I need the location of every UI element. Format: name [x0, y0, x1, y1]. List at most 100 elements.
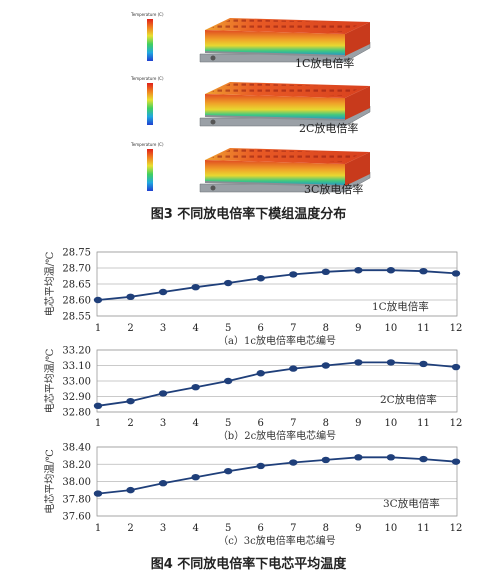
- x-tick-label: 3: [160, 523, 166, 534]
- series-label: 2C放电倍率: [380, 393, 437, 406]
- y-axis-title: 电芯平均温/℃: [43, 252, 56, 317]
- module-panel-1c: Temperature (C): [130, 12, 371, 63]
- data-point: [256, 370, 265, 377]
- y-tick-label: 28.65: [62, 280, 91, 291]
- data-point: [419, 268, 428, 275]
- data-point: [93, 402, 103, 409]
- x-tick-label: 8: [323, 523, 329, 534]
- data-point: [451, 363, 461, 371]
- data-point: [386, 267, 396, 274]
- x-tick-label: 9: [355, 418, 361, 429]
- x-tick-label: 2: [127, 323, 133, 334]
- x-tick-label: 6: [258, 418, 264, 429]
- module-panel-2c: Temperature (C): [130, 76, 371, 127]
- module-panel-3c: Temperature (C): [130, 142, 371, 193]
- data-point: [354, 267, 363, 274]
- rate-label-1c: 1C放电倍率: [295, 56, 354, 70]
- rate-label-2c: 2C放电倍率: [299, 121, 358, 135]
- color-scale-bar: [147, 83, 153, 125]
- x-tick-label: 12: [450, 523, 463, 534]
- data-point: [354, 359, 363, 366]
- x-tick-label: 1: [95, 323, 101, 334]
- data-point: [321, 362, 331, 369]
- y-tick-label: 32.90: [62, 392, 91, 403]
- y-tick-label: 32.80: [62, 408, 91, 419]
- data-point: [451, 458, 461, 465]
- x-tick-label: 5: [225, 523, 231, 534]
- x-tick-label: 6: [258, 523, 264, 534]
- module-trim: [204, 51, 346, 57]
- color-scale-bar: [147, 19, 153, 61]
- x-tick-label: 5: [225, 418, 231, 429]
- data-point: [223, 377, 233, 385]
- data-point: [126, 397, 135, 405]
- mount-hole: [210, 185, 216, 191]
- y-tick-label: 28.70: [62, 264, 91, 275]
- x-tick-label: 2: [127, 523, 133, 534]
- module-side-face: [345, 22, 370, 56]
- x-tick-label: 4: [192, 418, 198, 429]
- x-tick-label: 7: [290, 323, 296, 334]
- chart-subcaption: （c）3c放电倍率电芯编号: [218, 534, 336, 547]
- plot-frame: [96, 349, 458, 413]
- figure3-caption: 图3 不同放电倍率下模组温度分布: [150, 207, 347, 222]
- data-point: [451, 270, 461, 277]
- module-top-vents: [211, 149, 363, 162]
- y-tick-label: 28.55: [62, 312, 91, 323]
- data-point: [289, 271, 298, 278]
- y-tick-label: 38.40: [62, 443, 91, 454]
- x-tick-label: 2: [127, 418, 133, 429]
- x-tick-label: 7: [290, 418, 296, 429]
- y-axis-title: 电芯平均温/℃: [43, 449, 56, 514]
- x-tick-label: 12: [450, 418, 463, 429]
- x-tick-label: 5: [225, 323, 231, 334]
- x-tick-label: 8: [323, 323, 329, 334]
- y-tick-label: 38.20: [62, 460, 91, 471]
- legend-title: Temperature (C): [130, 76, 164, 81]
- chart-subcaption: （a）1c放电倍率电芯编号: [218, 334, 336, 347]
- figure3-module-renders: Temperature (C) Temperature (C) Temperat…: [0, 0, 497, 232]
- data-point: [289, 365, 298, 372]
- module-side-face: [345, 86, 370, 120]
- module-front-face: [205, 160, 345, 186]
- data-point: [223, 467, 233, 475]
- data-point: [321, 268, 331, 276]
- y-tick-label: 33.00: [62, 377, 91, 388]
- x-tick-label: 11: [417, 523, 430, 534]
- module-top-vents: [211, 19, 363, 32]
- series-line: [97, 269, 457, 301]
- x-tick-label: 4: [192, 523, 198, 534]
- data-point: [93, 296, 103, 304]
- plot-frame: [96, 446, 458, 517]
- module-trim: [204, 115, 346, 121]
- plot-frame: [96, 251, 458, 317]
- y-tick-label: 37.80: [62, 494, 91, 505]
- series-label: 3C放电倍率: [383, 497, 440, 510]
- y-tick-label: 38.00: [62, 477, 91, 488]
- x-tick-label: 7: [290, 523, 296, 534]
- module-trim: [204, 181, 346, 187]
- data-point: [256, 462, 265, 470]
- y-tick-label: 33.20: [62, 346, 91, 357]
- legend-title: Temperature (C): [130, 12, 164, 17]
- data-point: [386, 454, 396, 461]
- x-tick-label: 3: [160, 323, 166, 334]
- legend-title: Temperature (C): [130, 142, 164, 147]
- data-point: [256, 275, 265, 282]
- x-tick-label: 1: [95, 418, 101, 429]
- mount-hole: [210, 119, 216, 125]
- data-point: [158, 288, 168, 296]
- data-point: [158, 480, 168, 487]
- module-front-face: [205, 94, 345, 120]
- data-point: [191, 384, 200, 391]
- x-tick-label: 10: [385, 323, 398, 334]
- x-tick-label: 9: [355, 323, 361, 334]
- data-point: [419, 360, 428, 368]
- x-tick-label: 12: [450, 323, 463, 334]
- x-tick-label: 10: [385, 418, 398, 429]
- x-tick-label: 4: [192, 323, 198, 334]
- data-point: [158, 390, 168, 397]
- x-tick-label: 3: [160, 418, 166, 429]
